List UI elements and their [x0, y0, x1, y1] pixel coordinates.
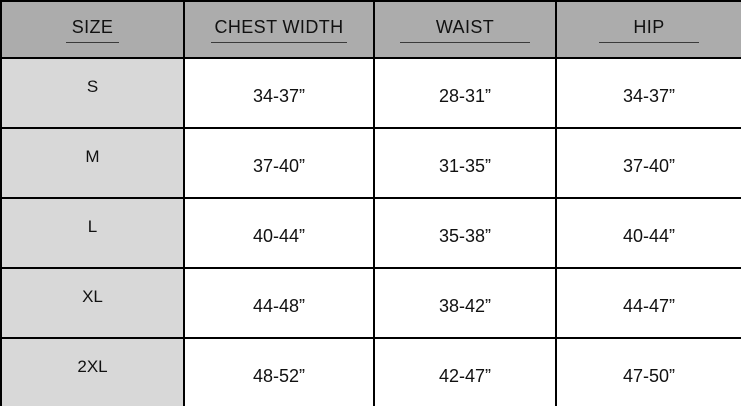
size-cell: 2XL [0, 337, 185, 406]
table-row-m: M 37-40” 31-35” 37-40” [0, 127, 741, 199]
size-cell: S [0, 57, 185, 129]
header-hip-label: HIP [599, 17, 699, 43]
hip-cell: 40-44” [555, 197, 741, 269]
table-row-l: L 40-44” 35-38” 40-44” [0, 197, 741, 269]
hip-cell: 37-40” [555, 127, 741, 199]
size-cell: L [0, 197, 185, 269]
waist-cell: 42-47” [373, 337, 557, 406]
waist-cell: 35-38” [373, 197, 557, 269]
header-chest-width: CHEST WIDTH [183, 0, 375, 59]
size-cell: XL [0, 267, 185, 339]
chest-width-cell: 37-40” [183, 127, 375, 199]
header-hip: HIP [555, 0, 741, 59]
hip-cell: 34-37” [555, 57, 741, 129]
chest-width-cell: 40-44” [183, 197, 375, 269]
table-row-2xl: 2XL 48-52” 42-47” 47-50” [0, 337, 741, 406]
waist-cell: 28-31” [373, 57, 557, 129]
header-size-label: SIZE [65, 17, 120, 43]
chest-width-cell: 44-48” [183, 267, 375, 339]
header-waist: WAIST [373, 0, 557, 59]
header-waist-label: WAIST [399, 17, 531, 43]
size-cell: M [0, 127, 185, 199]
table-row-xl: XL 44-48” 38-42” 44-47” [0, 267, 741, 339]
chest-width-cell: 34-37” [183, 57, 375, 129]
header-row: SIZE CHEST WIDTH WAIST HIP [0, 0, 741, 59]
table-row-s: S 34-37” 28-31” 34-37” [0, 57, 741, 129]
header-size: SIZE [0, 0, 185, 59]
hip-cell: 44-47” [555, 267, 741, 339]
header-chest-width-label: CHEST WIDTH [211, 17, 347, 43]
waist-cell: 38-42” [373, 267, 557, 339]
waist-cell: 31-35” [373, 127, 557, 199]
chest-width-cell: 48-52” [183, 337, 375, 406]
hip-cell: 47-50” [555, 337, 741, 406]
